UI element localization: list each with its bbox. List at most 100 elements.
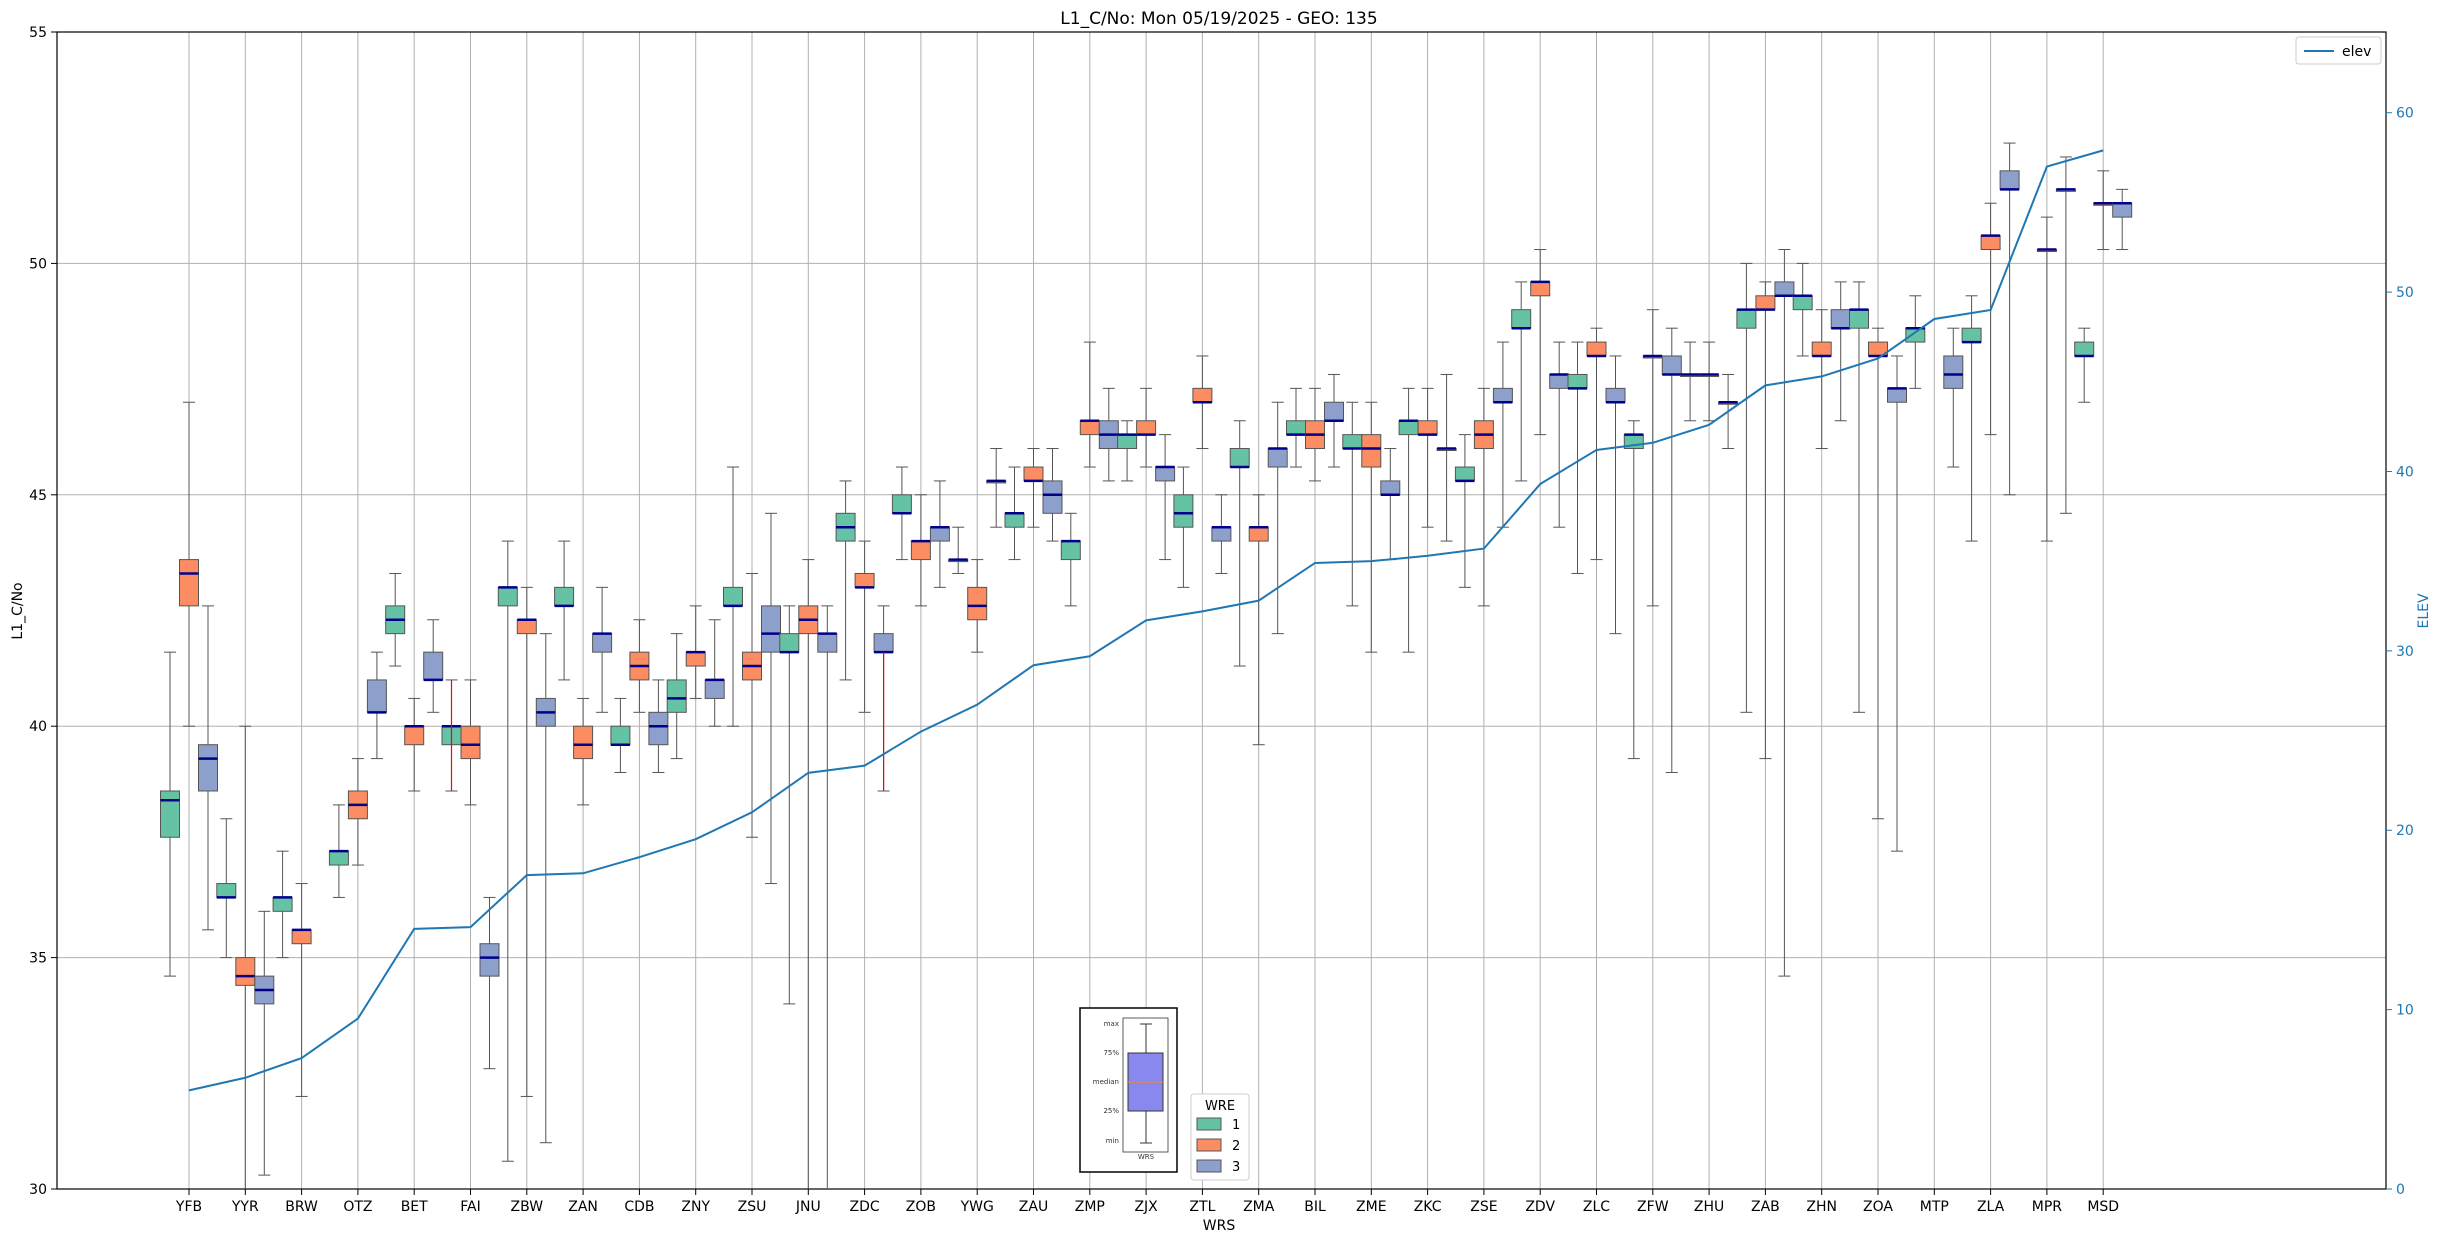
box-ywg-wre2 (967, 559, 988, 653)
box-zhn-wre3 (1830, 281, 1851, 422)
box-zob-wre1 (891, 466, 912, 561)
box-zmp-wre1 (1060, 512, 1081, 607)
box-yfb-wre3 (198, 605, 218, 931)
box-zjx-wre3 (1155, 434, 1176, 561)
box-zdv-wre3 (1549, 341, 1570, 528)
box-body (423, 651, 444, 681)
box-bil-wre3 (1324, 373, 1344, 468)
box-body (704, 679, 725, 699)
box-body (610, 725, 631, 746)
box-body (460, 725, 481, 760)
box-body (366, 679, 387, 713)
box-msd-wre3 (2112, 188, 2133, 251)
wre-legend: WRE 1 2 3 (1190, 1093, 1250, 1181)
box-zlc-wre3 (1605, 355, 1626, 635)
chart-title: L1_C/No: Mon 05/19/2025 - GEO: 135 (1060, 9, 1377, 29)
inset-key-caption: WRS (1138, 1153, 1155, 1161)
box-body (1980, 235, 2001, 251)
box-zoa-wre1 (1849, 281, 1869, 713)
box-jnu-wre2 (798, 559, 819, 1188)
x-tick-label: MTP (1920, 1199, 1949, 1215)
box-mpr-wre2 (2036, 216, 2057, 542)
box-yfb-wre2 (179, 401, 199, 727)
box-cdb-wre2 (629, 619, 650, 713)
box-fai-wre3 (479, 896, 500, 1070)
box-layer (160, 142, 2133, 1188)
x-tick-label: FAI (460, 1199, 480, 1215)
box-zdv-wre2 (1530, 249, 1551, 436)
box-body (1060, 540, 1081, 561)
elev-legend-label: elev (2342, 44, 2371, 60)
box-zab-wre2 (1755, 281, 1776, 760)
box-zob-wre3 (929, 480, 950, 588)
box-body (1324, 401, 1344, 422)
box-body (1192, 387, 1213, 403)
y2-tick-label: 60 (2396, 106, 2414, 122)
box-zan-wre1 (554, 540, 575, 681)
x-tick-label: ZKC (1414, 1199, 1442, 1215)
x-tick-label: ZLA (1977, 1199, 2005, 1215)
box-body (1830, 309, 1851, 329)
box-body (592, 633, 613, 653)
elev-layer (188, 149, 2104, 1092)
x-tick-label: ZOB (906, 1199, 936, 1215)
box-body (1173, 494, 1194, 528)
x-tick-label: ZDC (850, 1199, 880, 1215)
y-tick-label: 50 (29, 256, 47, 272)
box-body (1136, 420, 1157, 436)
box-zmp-wre3 (1098, 387, 1119, 482)
box-body (1004, 512, 1025, 528)
wre-legend-frame (1190, 1093, 1250, 1181)
box-zjx-wre1 (1117, 420, 1138, 482)
box-body (1567, 373, 1588, 389)
box-zkc-wre1 (1398, 387, 1419, 653)
box-zbw-wre3 (535, 633, 556, 1144)
x-tick-label: MPR (2032, 1199, 2063, 1215)
box-msd-wre1 (2074, 327, 2095, 403)
x-tick-label: ZME (1356, 1199, 1387, 1215)
x-tick-label: ZSU (738, 1199, 767, 1215)
box-body (272, 896, 293, 912)
box-cdb-wre3 (648, 679, 669, 773)
box-jnu-wre1 (779, 605, 800, 1005)
y2-tick-label: 40 (2396, 464, 2414, 480)
x-tick-label: ZDV (1525, 1199, 1555, 1215)
box-cdb-wre1 (610, 697, 631, 773)
x-tick-label: ZLC (1583, 1199, 1610, 1215)
wre-legend-swatch (1196, 1117, 1222, 1131)
box-body (873, 633, 894, 653)
box-body (1755, 295, 1776, 311)
x-tick-label: ZAU (1019, 1199, 1048, 1215)
box-zse-wre2 (1473, 387, 1494, 607)
box-zhu-wre2 (1699, 341, 1720, 422)
box-body (723, 586, 743, 607)
x-tick-label: YYR (231, 1199, 259, 1215)
box-zsu-wre3 (761, 512, 781, 885)
box-body (929, 526, 950, 542)
y2-tick-label: 20 (2396, 823, 2414, 839)
box-zny-wre3 (704, 619, 725, 727)
box-body (1361, 434, 1382, 468)
y-tick-label: 45 (29, 488, 47, 504)
inset-key-label: 25% (1103, 1107, 1119, 1115)
box-zhn-wre2 (1811, 309, 1832, 450)
box-zan-wre3 (592, 586, 613, 713)
box-zlc-wre2 (1586, 327, 1607, 561)
box-zob-wre2 (910, 494, 931, 607)
box-ywg-wre3 (986, 448, 1007, 528)
y-tick-label: 30 (29, 1182, 47, 1198)
box-body (648, 711, 669, 746)
box-body (779, 633, 800, 653)
box-zdv-wre1 (1511, 281, 1532, 482)
inset-key-label: 75% (1103, 1049, 1119, 1057)
box-body (1887, 387, 1907, 403)
box-zau-wre3 (1042, 448, 1063, 542)
box-body (573, 725, 594, 760)
box-zla-wre2 (1980, 202, 2001, 436)
inset-key-label: median (1093, 1078, 1119, 1086)
box-body (179, 559, 199, 607)
x-tick-label: ZNY (681, 1199, 710, 1215)
box-body (1661, 355, 1682, 375)
y-tick-label: 55 (29, 25, 47, 41)
box-body (854, 572, 875, 588)
